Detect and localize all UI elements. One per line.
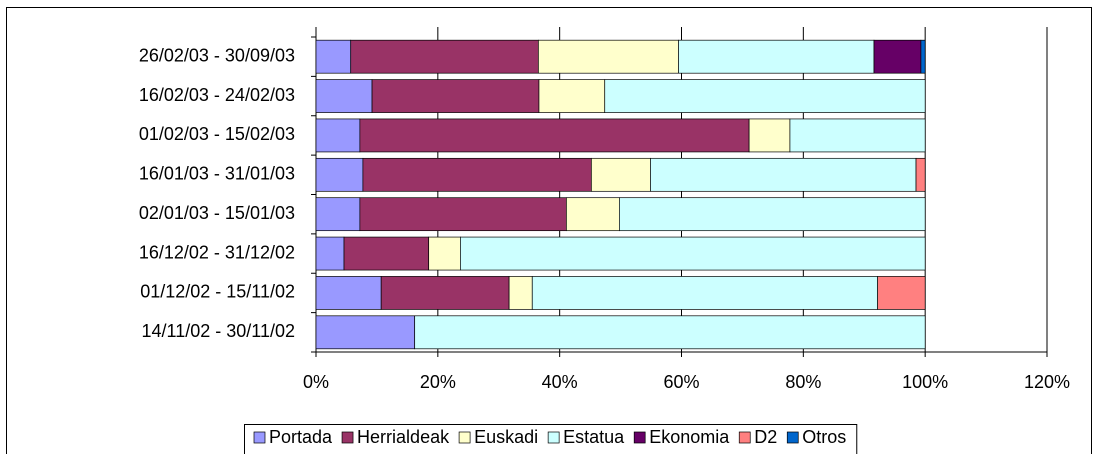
legend-label: D2	[754, 427, 777, 447]
legend-swatch	[738, 431, 751, 444]
y-tick-label: 02/01/03 - 15/01/03	[139, 203, 295, 223]
legend-label: Otros	[802, 427, 846, 447]
legend-label: Ekonomia	[649, 427, 730, 447]
y-tick-label: 16/02/03 - 24/02/03	[139, 85, 295, 105]
bar-segment	[619, 197, 926, 232]
legend-swatch	[458, 431, 471, 444]
bar-segment	[380, 276, 510, 310]
legend-label: Herrialdeak	[357, 427, 450, 447]
legend-swatch	[253, 431, 266, 444]
y-tick-label: 14/11/02 - 30/11/02	[142, 321, 295, 341]
bar-segment	[873, 39, 922, 74]
bar-segment	[315, 39, 352, 74]
bar-segment	[877, 276, 926, 310]
bar-segment	[315, 315, 416, 350]
legend-swatch	[786, 431, 799, 444]
bar-segment	[678, 39, 875, 74]
x-tick-label: 40%	[542, 372, 578, 392]
bar-segment	[428, 236, 461, 271]
bar-segment	[650, 157, 917, 192]
bar-segment	[531, 276, 879, 310]
bar-segment	[343, 236, 430, 271]
x-tick-label: 100%	[902, 372, 948, 392]
y-tick-label: 16/12/02 - 31/12/02	[139, 242, 295, 262]
bar-segment	[359, 197, 567, 232]
y-tick-label: 01/02/03 - 15/02/03	[139, 124, 295, 144]
x-tick-label: 20%	[420, 372, 456, 392]
bar-segment	[350, 39, 539, 74]
x-tick-label: 0%	[303, 372, 329, 392]
bar-segment	[538, 79, 606, 113]
y-tick-label: 26/02/03 - 30/09/03	[139, 45, 295, 65]
bar-segment	[920, 39, 926, 74]
bar-segment	[315, 276, 382, 310]
legend-label: Portada	[269, 427, 333, 447]
bar-segment	[371, 79, 540, 113]
legend-swatch	[633, 431, 646, 444]
bar-segment	[359, 118, 750, 153]
legend-swatch	[547, 431, 560, 444]
bar-segment	[315, 118, 361, 153]
bar-segment	[915, 157, 926, 192]
bar-segment	[748, 118, 791, 153]
x-tick-label: 120%	[1024, 372, 1070, 392]
bar-segment	[315, 79, 373, 113]
y-tick-label: 01/12/02 - 15/11/02	[140, 282, 295, 302]
bar-segment	[789, 118, 926, 153]
bar-segment	[315, 236, 345, 271]
legend-label: Euskadi	[474, 427, 538, 447]
bar-segment	[508, 276, 533, 310]
bar-segment	[566, 197, 620, 232]
bar-segment	[460, 236, 926, 271]
bar-segment	[590, 157, 651, 192]
bar-segment	[315, 197, 361, 232]
x-tick-label: 60%	[663, 372, 699, 392]
bar-segment	[362, 157, 592, 192]
y-tick-label: 16/01/03 - 31/01/03	[139, 164, 295, 184]
bar-segment	[537, 39, 679, 74]
legend-swatch	[341, 431, 354, 444]
bar-segment	[315, 157, 364, 192]
legend-label: Estatua	[563, 427, 625, 447]
x-tick-label: 80%	[785, 372, 821, 392]
bar-segment	[414, 315, 926, 350]
bar-segment	[604, 79, 926, 113]
